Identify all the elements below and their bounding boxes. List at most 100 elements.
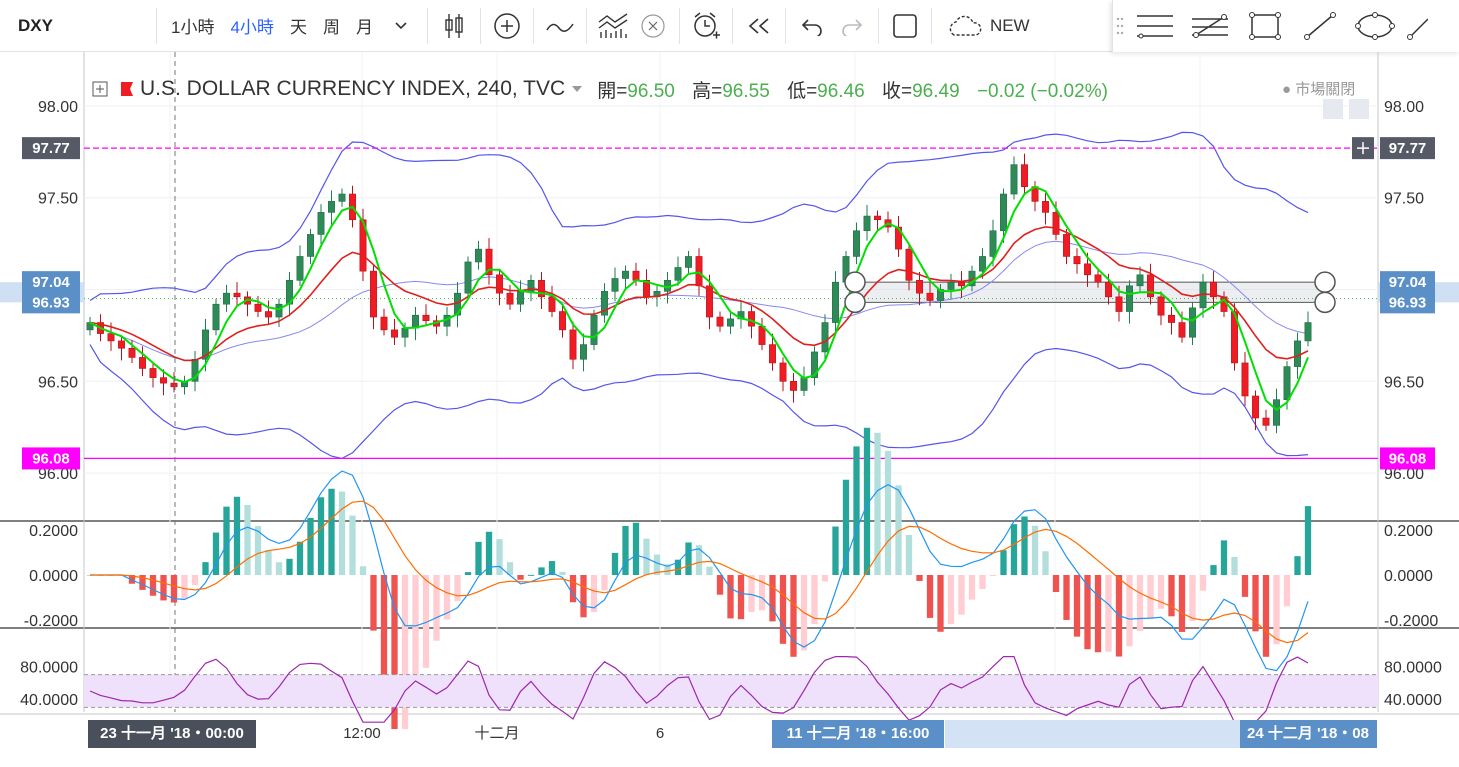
- macd-histogram-bar: [296, 541, 304, 575]
- time-tick-label: 6: [656, 725, 664, 742]
- rectangle-drawing[interactable]: [854, 281, 1326, 303]
- candle: [1231, 311, 1238, 364]
- rsi-tick-label-right: 40.0000: [1384, 692, 1442, 709]
- chevron-down-icon[interactable]: [571, 85, 583, 93]
- macd-histogram-bar: [895, 485, 902, 575]
- financials-icon[interactable]: [593, 6, 633, 46]
- macd-histogram-bar: [422, 575, 430, 668]
- rectangle-tool-icon[interactable]: [1237, 6, 1292, 46]
- ray-tool-icon[interactable]: [1402, 6, 1432, 46]
- candle: [1210, 281, 1217, 298]
- candle: [464, 261, 472, 294]
- candle: [275, 303, 283, 318]
- candle: [265, 311, 272, 318]
- candle: [863, 215, 871, 232]
- undo-icon[interactable]: [792, 6, 832, 46]
- macd-histogram-bar: [748, 575, 755, 612]
- macd-histogram-bar: [968, 575, 976, 600]
- price-tick-label-left: 96.00: [38, 466, 78, 483]
- candle: [1241, 362, 1249, 397]
- candle: [328, 201, 335, 213]
- candle: [139, 357, 146, 369]
- price-tick-label-left: 98.00: [38, 99, 78, 116]
- macd-histogram-bar: [905, 534, 913, 575]
- market-status: ● 市場關閉: [1282, 81, 1356, 98]
- candle: [254, 303, 262, 312]
- macd-histogram-bar: [1210, 565, 1217, 575]
- price-tick-label-right: 96.50: [1384, 374, 1424, 391]
- candle: [748, 311, 755, 327]
- high-label: 高=: [692, 80, 723, 102]
- candle-type-icon[interactable]: [434, 6, 474, 46]
- fib-retracement-icon[interactable]: [1182, 6, 1237, 46]
- macd-histogram-bar: [947, 575, 955, 625]
- symbol-search[interactable]: DXY: [18, 15, 53, 35]
- candle: [317, 212, 325, 235]
- candle: [422, 314, 430, 322]
- candle: [569, 329, 577, 360]
- new-cloud-button[interactable]: NEW: [938, 6, 1038, 46]
- chart-title[interactable]: U.S. DOLLAR CURRENCY INDEX, 240, TVC: [140, 77, 566, 100]
- macd-histogram-bar: [496, 539, 503, 575]
- candle: [916, 280, 923, 294]
- price-chart[interactable]: 98.00 98.00 97.50 97.50 96.50 96.50 96.00 96.00…: [0, 52, 1459, 767]
- drag-handle-icon[interactable]: [1113, 6, 1127, 46]
- macd-histogram-bar: [1010, 524, 1018, 575]
- indicators-icon[interactable]: [540, 6, 580, 46]
- fullscreen-icon[interactable]: [885, 6, 925, 46]
- macd-histogram-bar: [643, 538, 650, 575]
- ellipse-tool-icon[interactable]: [1347, 6, 1402, 46]
- macd-histogram-bar: [853, 446, 860, 575]
- drag-handle[interactable]: [1314, 271, 1336, 293]
- interval-month-button[interactable]: 月: [355, 18, 373, 37]
- candle: [1063, 234, 1070, 257]
- macd-tick-label-left: -0.2000: [24, 613, 78, 630]
- compare-add-icon[interactable]: [487, 6, 527, 46]
- candle: [485, 248, 493, 276]
- replay-icon[interactable]: [739, 6, 779, 46]
- horizontal-lines-icon[interactable]: [1127, 6, 1182, 46]
- scroll-down-button[interactable]: [1323, 99, 1343, 119]
- close-icon[interactable]: [633, 6, 673, 46]
- interval-4h-button[interactable]: 4小時: [230, 18, 274, 37]
- macd-histogram-bar: [611, 552, 619, 575]
- candle: [548, 296, 556, 312]
- alarm-add-icon[interactable]: [686, 6, 726, 46]
- level-tag-right-bg: [1380, 137, 1435, 160]
- trend-line-icon[interactable]: [1292, 6, 1347, 46]
- macd-histogram-bar: [1231, 556, 1238, 575]
- macd-histogram-bar: [842, 479, 850, 575]
- candle: [716, 316, 724, 327]
- macd-tick-label-right: 0.0000: [1384, 568, 1433, 585]
- rsi-band: [84, 674, 1378, 708]
- interval-day-button[interactable]: 天: [289, 18, 307, 37]
- toolbar-divider: [532, 7, 534, 44]
- drag-handle[interactable]: [844, 291, 866, 314]
- macd-histogram-bar: [685, 542, 692, 575]
- candle: [1010, 164, 1018, 195]
- level-tag-right-bg: [1380, 291, 1435, 314]
- scroll-up-button[interactable]: [1349, 99, 1369, 119]
- macd-histogram-bar: [1220, 540, 1228, 575]
- candle: [580, 344, 587, 360]
- candle: [695, 256, 703, 287]
- chevron-down-icon[interactable]: [381, 6, 421, 46]
- macd-histogram-bar: [328, 488, 335, 575]
- macd-histogram-bar: [485, 531, 493, 575]
- candle: [989, 230, 997, 257]
- toolbar-divider: [731, 7, 733, 44]
- candle: [401, 327, 409, 338]
- collapse-legend-icon[interactable]: [92, 81, 108, 97]
- interval-week-button[interactable]: 周: [322, 18, 340, 37]
- drag-handle[interactable]: [1314, 291, 1336, 314]
- macd-histogram-bar: [538, 567, 545, 575]
- macd-histogram-bar: [559, 571, 566, 575]
- low-value: 96.46: [817, 80, 865, 102]
- drag-handle[interactable]: [844, 271, 866, 293]
- change-value: −0.02 (−0.02%): [976, 80, 1108, 102]
- interval-1h-button[interactable]: 1小時: [171, 18, 215, 37]
- candle: [202, 329, 209, 360]
- macd-histogram-bar: [265, 550, 272, 575]
- candle: [1273, 399, 1280, 426]
- redo-icon[interactable]: [832, 6, 872, 46]
